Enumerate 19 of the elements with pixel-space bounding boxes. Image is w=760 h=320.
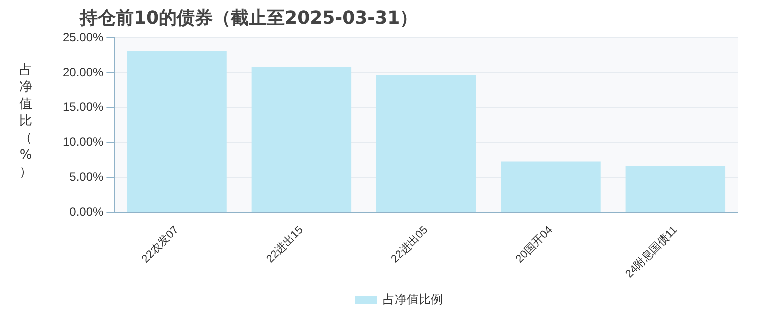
y-tick-label: 20.00%: [62, 65, 104, 80]
y-tick-label: 10.00%: [62, 135, 104, 150]
x-tick-label: 22进出15: [264, 224, 306, 266]
chart-title: 持仓前10的债券（截止至2025-03-31）: [80, 7, 418, 30]
bar: [626, 166, 726, 212]
bar: [376, 75, 476, 212]
bar: [501, 162, 601, 212]
y-axis-title: 占净值比（%）: [18, 62, 34, 181]
y-tick-label: 0.00%: [70, 205, 104, 220]
legend-label: 占净值比例: [383, 292, 443, 306]
bar: [127, 51, 227, 212]
x-tick-label: 24附息国债11: [622, 224, 680, 281]
y-tick-label: 15.00%: [62, 100, 104, 114]
bar: [252, 67, 352, 212]
y-tick-label: 25.00%: [62, 30, 104, 44]
x-tick-label: 20国开04: [514, 224, 556, 266]
x-tick-label: 22进出05: [388, 224, 431, 266]
y-tick-label: 5.00%: [70, 170, 104, 184]
x-tick-label: 22农发07: [140, 224, 182, 266]
